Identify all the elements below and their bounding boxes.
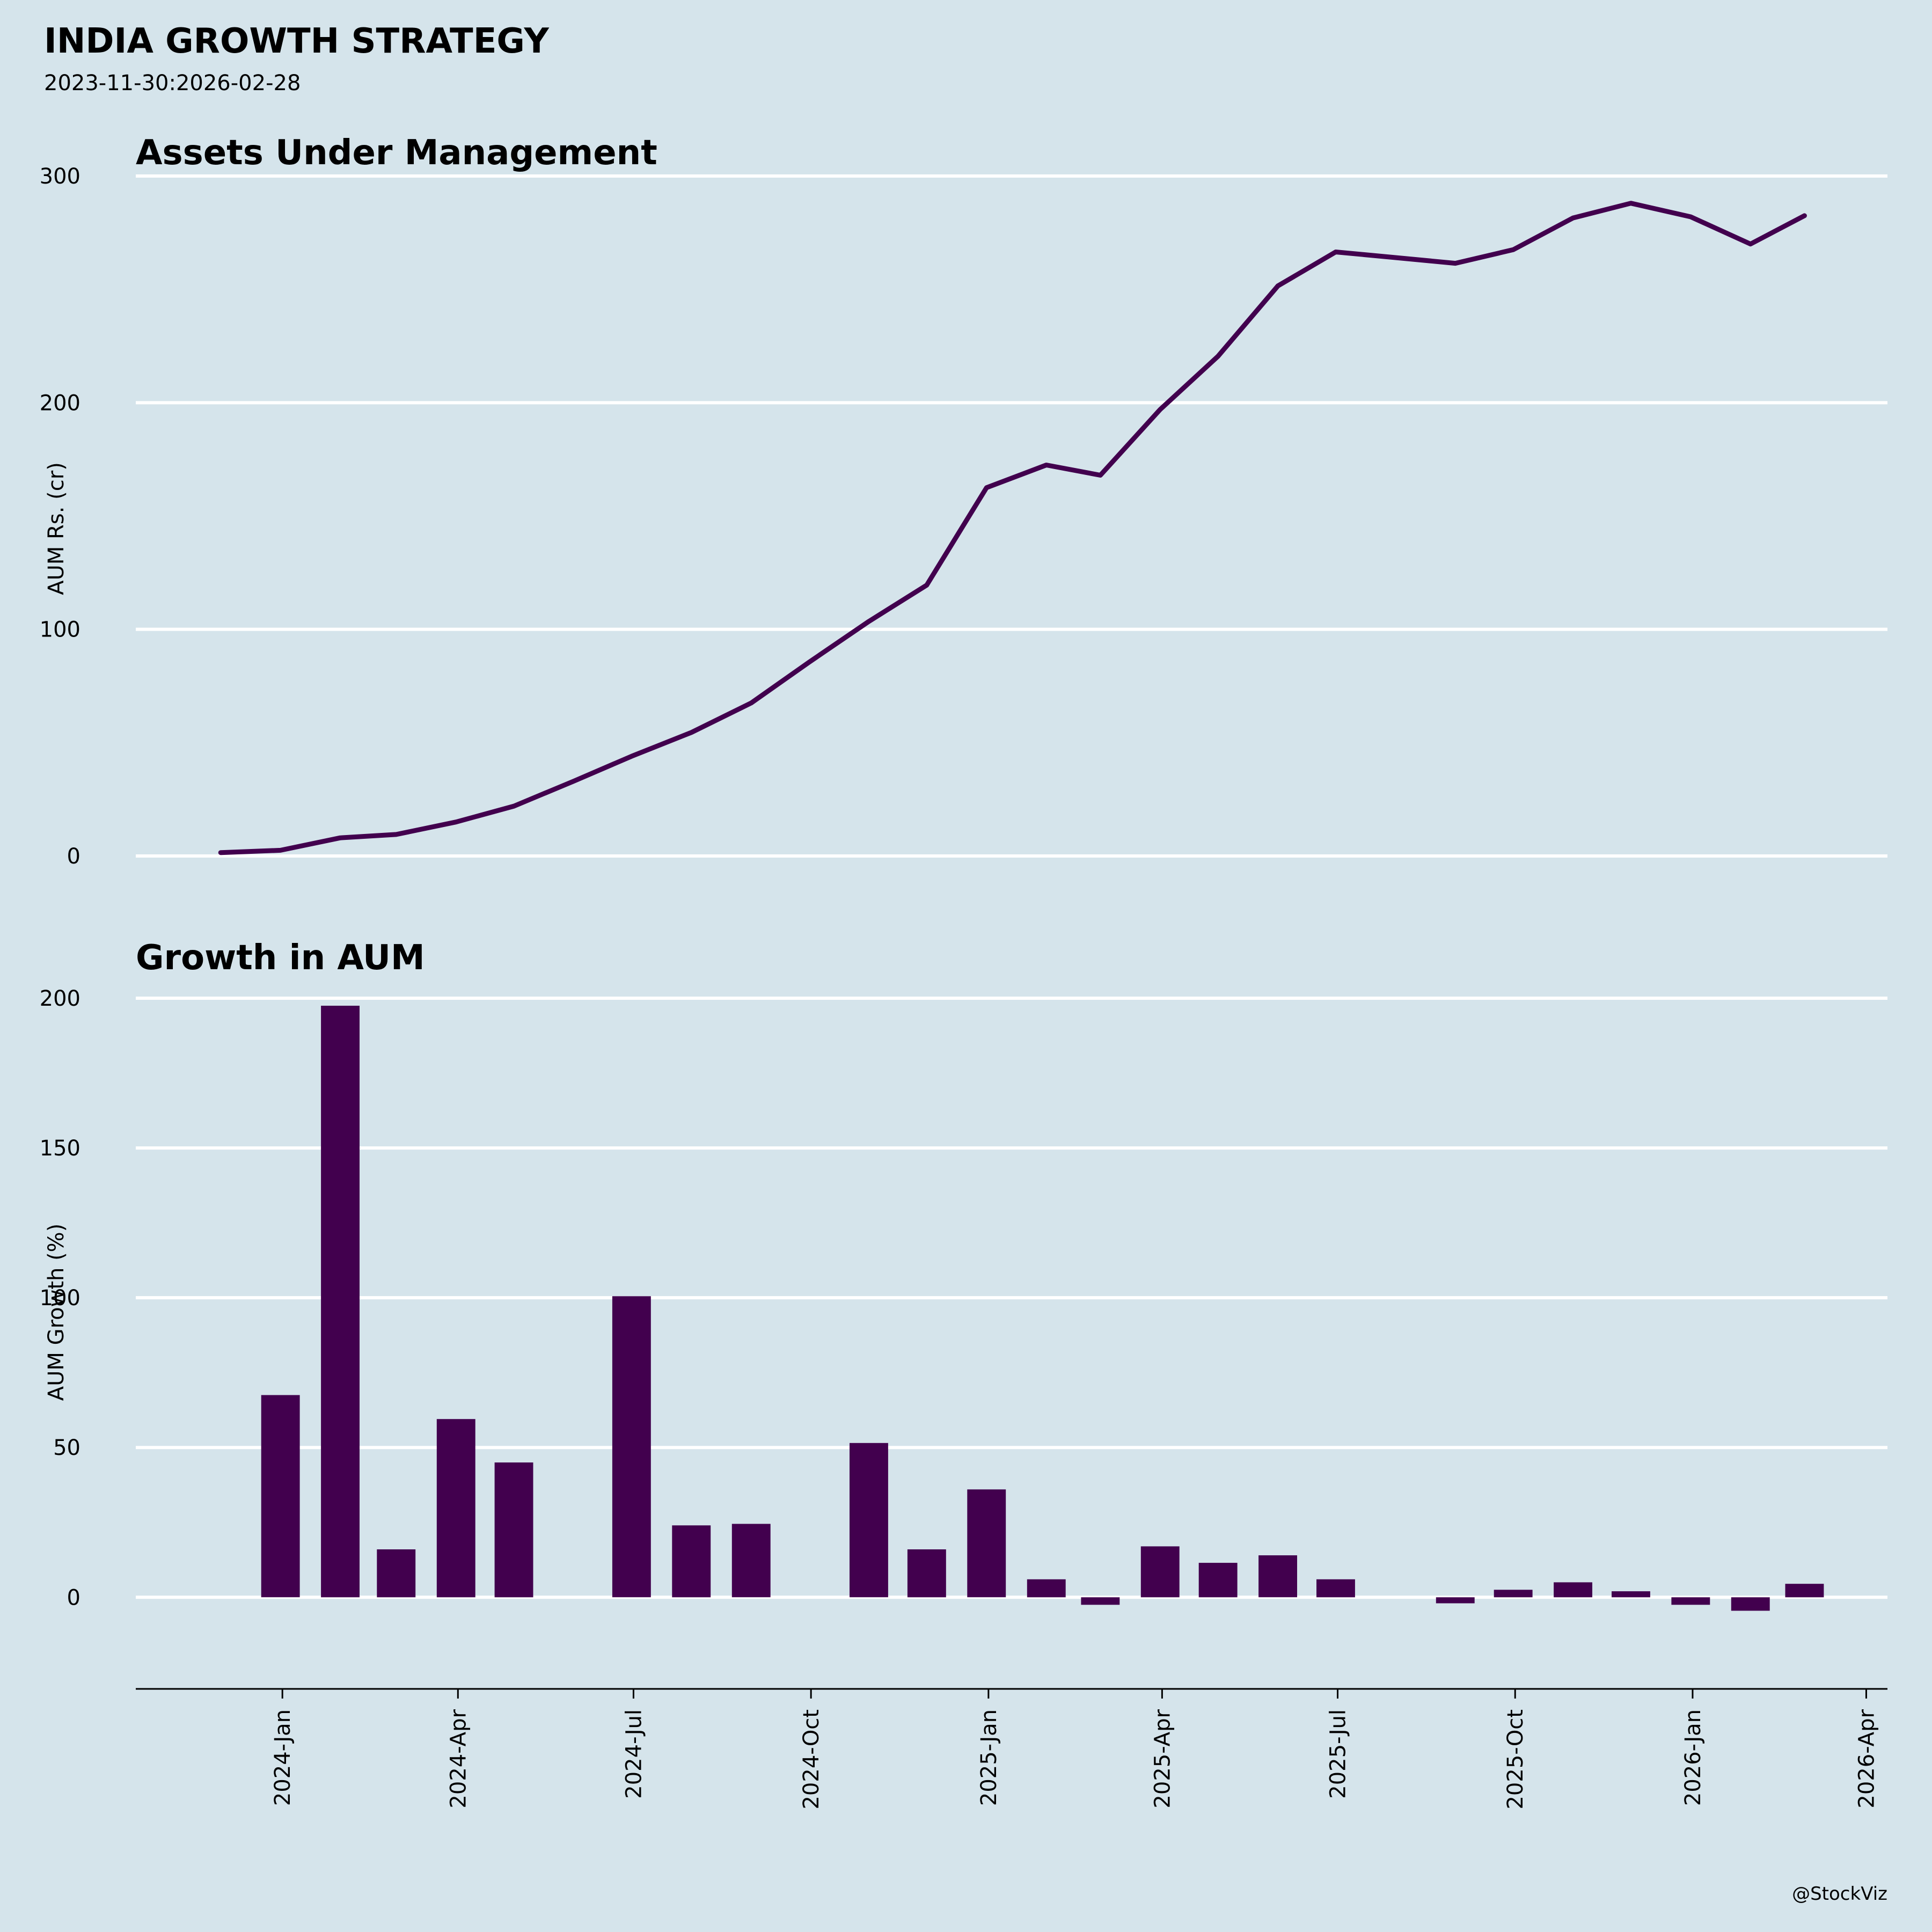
growth-bar	[1258, 1555, 1297, 1598]
x-tick-label: 2024-Jan	[270, 1709, 295, 1806]
credit-text: @StockViz	[1792, 1883, 1887, 1905]
aum-line	[218, 201, 1807, 855]
aum-y-tick-label: 200	[40, 391, 80, 415]
x-tick-label: 2026-Jan	[1681, 1709, 1706, 1806]
growth-y-tick-label: 200	[40, 986, 80, 1011]
growth-bar	[612, 1296, 651, 1598]
growth-bar	[672, 1525, 711, 1598]
x-tick-label: 2025-Oct	[1503, 1709, 1528, 1810]
aum-y-ticks: 0 100 200 300	[40, 164, 80, 869]
x-tick-label: 2024-Apr	[446, 1709, 471, 1808]
growth-y-axis-label: AUM Growth (%)	[44, 1224, 69, 1401]
growth-bar	[1081, 1597, 1120, 1605]
growth-panel-title: Growth in AUM	[136, 938, 425, 978]
aum-panel-title: Assets Under Management	[136, 133, 657, 173]
aum-y-tick-label: 300	[40, 164, 80, 189]
growth-bar	[1494, 1590, 1533, 1598]
growth-bar	[1027, 1579, 1066, 1598]
growth-bar	[967, 1489, 1006, 1598]
growth-bar	[1731, 1597, 1770, 1611]
growth-bar	[377, 1549, 416, 1598]
x-tick-label: 2025-Jan	[977, 1709, 1001, 1806]
x-tick-label: 2026-Apr	[1855, 1709, 1879, 1808]
x-axis-ticks: 2024-Jan 2024-Apr 2024-Jul 2024-Oct 2025-Jan…	[270, 1689, 1879, 1810]
chart-title: INDIA GROWTH STRATEGY	[44, 21, 550, 61]
x-tick-label: 2024-Oct	[799, 1709, 824, 1810]
growth-bar	[731, 1524, 771, 1598]
growth-bar	[1140, 1546, 1180, 1598]
growth-bar	[1554, 1582, 1592, 1598]
growth-bar	[1785, 1584, 1824, 1598]
growth-bar	[1436, 1597, 1475, 1604]
aum-y-axis-label: AUM Rs. (cr)	[44, 462, 69, 595]
growth-bar	[494, 1462, 533, 1598]
growth-bar	[261, 1395, 300, 1598]
aum-y-tick-label: 0	[67, 844, 80, 869]
growth-y-tick-label: 150	[40, 1136, 80, 1161]
growth-bar	[850, 1443, 888, 1598]
growth-bars	[261, 1006, 1824, 1611]
growth-y-tick-label: 100	[40, 1286, 80, 1311]
aum-panel: Assets Under Management 0 100 200 300 AUM R…	[40, 133, 1887, 869]
growth-y-tick-label: 0	[67, 1585, 80, 1610]
aum-y-tick-label: 100	[40, 618, 80, 642]
growth-bar	[1612, 1591, 1650, 1598]
growth-bar	[321, 1006, 360, 1598]
x-tick-label: 2025-Apr	[1150, 1709, 1175, 1808]
x-tick-label: 2025-Jul	[1326, 1709, 1351, 1799]
aum-series	[218, 201, 1807, 855]
growth-bar	[1671, 1597, 1710, 1605]
growth-bar	[907, 1549, 946, 1598]
growth-y-ticks: 0 50 100 150 200	[40, 986, 80, 1610]
growth-bar	[1316, 1579, 1355, 1598]
aum-gridlines	[136, 174, 1887, 858]
growth-y-tick-label: 50	[53, 1436, 80, 1460]
chart-subtitle: 2023-11-30:2026-02-28	[44, 71, 301, 96]
growth-panel: Growth in AUM 0 50 100 150 200 AUM Growth (%…	[40, 938, 1887, 1810]
x-tick-label: 2024-Jul	[621, 1709, 646, 1799]
growth-bar	[1198, 1563, 1238, 1598]
growth-gridlines	[136, 997, 1887, 1599]
growth-bar	[436, 1419, 475, 1598]
